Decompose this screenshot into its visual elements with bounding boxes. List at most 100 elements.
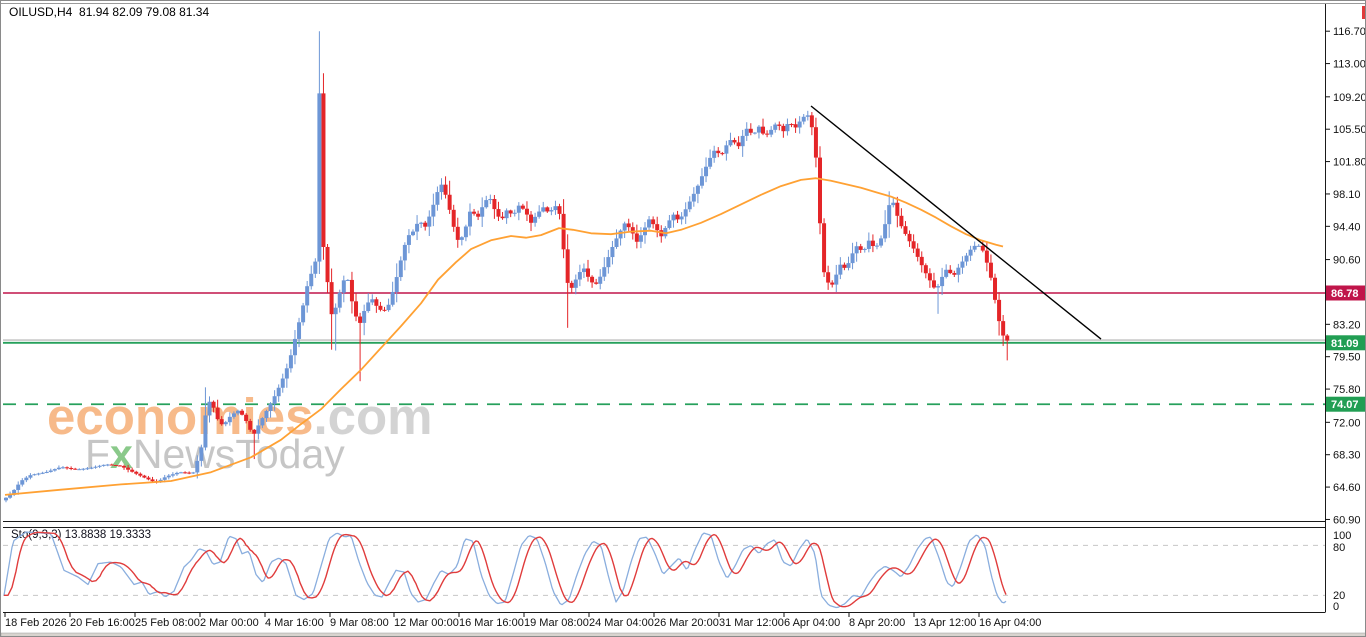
candle-body — [598, 276, 603, 284]
candle-body — [419, 222, 424, 224]
candle-body — [907, 233, 912, 242]
candle-body — [866, 240, 871, 249]
candle-body — [846, 263, 851, 268]
candle-body — [993, 277, 998, 300]
candle-body — [553, 206, 558, 211]
candle-body — [248, 420, 253, 430]
watermark-fxnewstoday: FxNewsToday — [85, 434, 345, 475]
candle-body — [797, 121, 802, 128]
candle-body — [614, 238, 619, 247]
candle-body — [240, 410, 245, 415]
candle-body — [879, 238, 884, 246]
candle-body — [862, 248, 867, 250]
candle-body — [931, 280, 936, 288]
candle-body — [1005, 335, 1010, 341]
price-badge-81.09 — [1326, 335, 1365, 351]
candle-body — [691, 193, 696, 202]
candle-body — [830, 282, 835, 285]
candle-body — [984, 250, 989, 263]
stochastic-k-line — [3, 531, 1007, 609]
candle-body — [386, 304, 391, 311]
candle-body — [256, 425, 261, 434]
y-axis-label-83.20: 83.20 — [1333, 319, 1361, 331]
candle-body — [374, 299, 379, 306]
x-axis-label-3: 2 Mar 00:00 — [200, 617, 259, 629]
candle-body — [195, 460, 200, 473]
candle-body — [325, 246, 330, 283]
candle-body — [488, 198, 493, 201]
candle-body — [183, 472, 188, 474]
candle-body — [561, 213, 566, 250]
descending-trendline[interactable] — [810, 105, 1102, 340]
candle-body — [858, 246, 863, 250]
candle-body — [541, 207, 546, 212]
candle-body — [4, 497, 8, 501]
candle-body — [305, 286, 310, 306]
stoch-scale-label-80: 80 — [1333, 542, 1345, 554]
candle-body — [960, 261, 965, 268]
candle-body — [581, 268, 586, 273]
candle-body — [459, 237, 464, 240]
price-badge-text-74.07: 74.07 — [1331, 399, 1359, 411]
candle-body — [626, 223, 631, 228]
candle-body — [69, 468, 74, 470]
candle-body — [577, 272, 582, 280]
candle-body — [854, 246, 859, 254]
candle-body — [406, 235, 411, 245]
candle-body — [927, 273, 932, 281]
candle-body — [398, 260, 403, 278]
candle-body — [573, 279, 578, 288]
candle-body — [134, 471, 139, 474]
candle-body — [480, 207, 485, 217]
y-axis-label-109.20: 109.20 — [1333, 92, 1366, 104]
candle-body — [207, 401, 212, 416]
candle-body — [130, 469, 135, 472]
candle-body — [113, 465, 118, 467]
candle-body — [472, 211, 477, 214]
candle-body — [773, 124, 778, 130]
candle-body — [411, 231, 415, 236]
candle-body — [382, 309, 387, 311]
candle-body — [146, 477, 151, 480]
candle-body — [219, 419, 224, 425]
candle-body — [675, 214, 680, 220]
x-axis-label-15: 16 Apr 04:00 — [979, 617, 1041, 629]
candle-body — [333, 307, 338, 315]
candle-body — [516, 205, 521, 213]
candle-body — [93, 466, 98, 468]
candle-body — [712, 150, 717, 158]
candle-body — [838, 264, 843, 275]
x-axis-label-4: 4 Mar 16:00 — [265, 617, 324, 629]
candle-body — [634, 233, 639, 242]
candle-body — [720, 153, 725, 155]
candle-body — [728, 140, 733, 146]
candle-body — [105, 464, 110, 466]
candle-body — [48, 470, 53, 472]
x-axis-label-8: 19 Mar 08:00 — [524, 617, 589, 629]
candle-body — [187, 472, 192, 474]
candle-body — [317, 93, 322, 262]
candle-body — [264, 410, 269, 419]
candle-body — [744, 128, 749, 136]
candle-body — [60, 467, 65, 469]
candle-body — [484, 200, 489, 208]
y-axis-label-98.10: 98.10 — [1333, 189, 1361, 201]
stochastic-d-line — [4, 531, 1007, 608]
candle-body — [663, 227, 668, 237]
price-badge-text-86.78: 86.78 — [1331, 288, 1359, 300]
candle-body — [972, 245, 977, 250]
candle-body — [740, 135, 745, 147]
candle-body — [455, 226, 460, 240]
candle-body — [801, 116, 806, 122]
candle-body — [65, 467, 70, 469]
candle-body — [366, 302, 371, 312]
candle-body — [1001, 321, 1006, 336]
candle-body — [199, 447, 204, 461]
candle-body — [891, 202, 896, 206]
y-axis-label-64.60: 64.60 — [1333, 482, 1361, 494]
window-artifact-red — [1362, 6, 1365, 19]
candle-body — [736, 142, 741, 147]
candle-body — [268, 403, 273, 411]
candle-body — [431, 204, 436, 217]
